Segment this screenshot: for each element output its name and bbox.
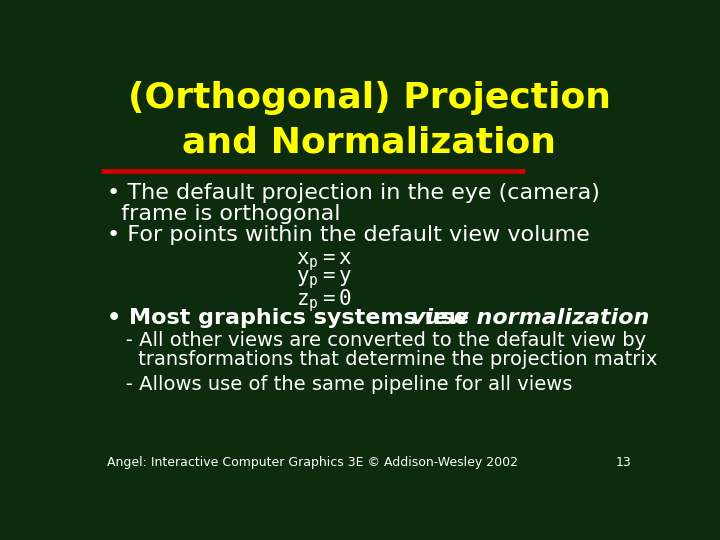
Text: • Most graphics systems use: • Most graphics systems use — [107, 308, 477, 328]
Text: • The default projection in the eye (camera): • The default projection in the eye (cam… — [107, 183, 600, 203]
Text: and Normalization: and Normalization — [182, 125, 556, 159]
Text: - Allows use of the same pipeline for all views: - Allows use of the same pipeline for al… — [107, 375, 572, 394]
Text: $\mathtt{x_p = x}$: $\mathtt{x_p = x}$ — [296, 250, 353, 273]
Text: view normalization: view normalization — [411, 308, 649, 328]
Text: frame is orthogonal: frame is orthogonal — [107, 204, 341, 224]
Text: transformations that determine the projection matrix: transformations that determine the proje… — [107, 349, 657, 369]
Text: 13: 13 — [616, 456, 631, 469]
Text: $\mathtt{y_p = y}$: $\mathtt{y_p = y}$ — [296, 268, 353, 292]
Text: - All other views are converted to the default view by: - All other views are converted to the d… — [107, 331, 646, 350]
Text: (Orthogonal) Projection: (Orthogonal) Projection — [127, 82, 611, 116]
Text: Angel: Interactive Computer Graphics 3E © Addison-Wesley 2002: Angel: Interactive Computer Graphics 3E … — [107, 456, 518, 469]
Text: • For points within the default view volume: • For points within the default view vol… — [107, 225, 590, 245]
Text: $\mathtt{z_p = 0}$: $\mathtt{z_p = 0}$ — [297, 287, 352, 314]
